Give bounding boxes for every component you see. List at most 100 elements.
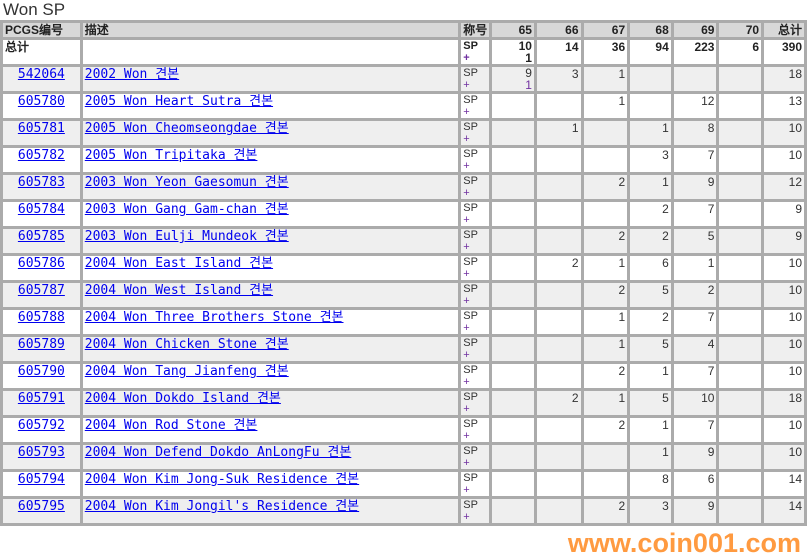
description-cell: 2004 Won Chicken Stone 견본 xyxy=(79,334,462,364)
count-g67: 2 xyxy=(580,226,631,256)
count-g67: 2 xyxy=(580,172,631,202)
pcgs-id-link[interactable]: 605787 xyxy=(17,283,65,299)
header-total: 总计 xyxy=(761,20,807,40)
description-cell: 2003 Won Eulji Mundeok 견본 xyxy=(79,226,462,256)
table-row: 605792 2004 Won Rod Stone 견본 SP +2 1 7 10 xyxy=(0,415,807,445)
sheet-title: Won SP xyxy=(3,0,66,19)
pcgs-id-link[interactable]: 605793 xyxy=(17,445,65,461)
count-g65 xyxy=(489,415,537,445)
header-66: 66 xyxy=(533,20,584,40)
description-cell: 2004 Won West Island 견본 xyxy=(79,280,462,310)
grade-text: SP xyxy=(463,40,478,53)
description-link[interactable]: 2003 Won Gang Gam-chan 견본 xyxy=(84,202,289,218)
count-g66 xyxy=(533,226,584,256)
description-link[interactable]: 2005 Won Cheomseongdae 견본 xyxy=(84,121,289,137)
count-g66 xyxy=(533,307,584,337)
count-g69: 7 xyxy=(670,361,720,391)
count-g67: 1 xyxy=(580,91,631,121)
pcgs-id-cell: 605783 xyxy=(0,172,83,202)
grade-plus: + xyxy=(463,322,470,334)
description-link[interactable]: 2003 Won Eulji Mundeok 견본 xyxy=(84,229,289,245)
count-g70 xyxy=(716,64,765,94)
description-link[interactable]: 2004 Won East Island 견본 xyxy=(84,256,274,272)
description-cell: 2004 Won Kim Jong-Suk Residence 견본 xyxy=(79,469,462,499)
description-link[interactable]: 2004 Won Kim Jong-Suk Residence 견본 xyxy=(84,472,360,488)
description-link[interactable]: 2004 Won Kim Jongil's Residence 견본 xyxy=(84,499,360,515)
count-g67 xyxy=(580,199,631,229)
description-link[interactable]: 2004 Won Tang Jianfeng 견본 xyxy=(84,364,289,380)
count-g66: 3 xyxy=(533,64,584,94)
count-g65 xyxy=(489,361,537,391)
table-row: 605789 2004 Won Chicken Stone 견본 SP +1 5 4 1… xyxy=(0,334,807,364)
pcgs-id-link[interactable]: 605786 xyxy=(17,256,65,272)
pcgs-id-link[interactable]: 605789 xyxy=(17,337,65,353)
description-link[interactable]: 2004 Won Three Brothers Stone 견본 xyxy=(84,310,344,326)
count-g70 xyxy=(716,118,765,148)
table-row: 605785 2003 Won Eulji Mundeok 견본 SP +2 2 5 9 xyxy=(0,226,807,256)
description-cell: 2004 Won Dokdo Island 견본 xyxy=(79,388,462,418)
pcgs-id-link[interactable]: 605794 xyxy=(17,472,65,488)
table-row: 605784 2003 Won Gang Gam-chan 견본 SP +2 7 9 xyxy=(0,199,807,229)
grade-cell: SP + xyxy=(458,91,493,121)
count-g67: 2 xyxy=(580,280,631,310)
count-total: 18 xyxy=(761,388,807,418)
count-total: 10 xyxy=(761,307,807,337)
count-g66 xyxy=(533,469,584,499)
pcgs-id-link[interactable]: 605784 xyxy=(17,202,65,218)
description-link[interactable]: 2005 Won Tripitaka 견본 xyxy=(84,148,258,164)
totals-desc xyxy=(79,37,462,67)
count-g69: 4 xyxy=(670,334,720,364)
count-g68: 1 xyxy=(627,361,674,391)
pcgs-id-link[interactable]: 605785 xyxy=(17,229,65,245)
description-link[interactable]: 2004 Won Defend Dokdo AnLongFu 견본 xyxy=(84,445,352,461)
count-g69: 10 xyxy=(670,388,720,418)
count-g68: 1 xyxy=(627,442,674,472)
description-link[interactable]: 2004 Won West Island 견본 xyxy=(84,283,274,299)
count-total: 10 xyxy=(761,361,807,391)
grade-plus: + xyxy=(463,133,470,145)
count-g70 xyxy=(716,415,765,445)
description-link[interactable]: 2003 Won Yeon Gaesomun 견본 xyxy=(84,175,289,191)
count-g68: 3 xyxy=(627,145,674,175)
count-g69: 7 xyxy=(670,145,720,175)
grade-plus: + xyxy=(463,484,470,496)
pcgs-id-link[interactable]: 542064 xyxy=(17,67,65,83)
description-link[interactable]: 2005 Won Heart Sutra 견본 xyxy=(84,94,274,110)
watermark: www.coin001.com xyxy=(567,528,801,558)
totals-grade: SP + xyxy=(458,37,493,67)
count-g67 xyxy=(580,469,631,499)
description-link[interactable]: 2004 Won Chicken Stone 견본 xyxy=(84,337,289,353)
pcgs-id-cell: 605782 xyxy=(0,145,83,175)
description-link[interactable]: 2002 Won 견본 xyxy=(84,67,180,83)
header-70: 70 xyxy=(716,20,765,40)
description-cell: 2005 Won Heart Sutra 견본 xyxy=(79,91,462,121)
totals-65: 10 1 xyxy=(489,37,537,67)
pcgs-id-link[interactable]: 605782 xyxy=(17,148,65,164)
count-total: 9 xyxy=(761,199,807,229)
pcgs-id-link[interactable]: 605790 xyxy=(17,364,65,380)
pcgs-id-link[interactable]: 605781 xyxy=(17,121,65,137)
pcgs-id-link[interactable]: 605792 xyxy=(17,418,65,434)
pcgs-id-link[interactable]: 605791 xyxy=(17,391,65,407)
grade-text: SP xyxy=(463,337,478,350)
pcgs-id-link[interactable]: 605783 xyxy=(17,175,65,191)
count-g65 xyxy=(489,172,537,202)
count-g70 xyxy=(716,442,765,472)
grade-plus: + xyxy=(463,106,470,118)
count-g65 xyxy=(489,469,537,499)
count-g69: 7 xyxy=(670,307,720,337)
count-total: 10 xyxy=(761,442,807,472)
pcgs-id-link[interactable]: 605788 xyxy=(17,310,65,326)
count-g70 xyxy=(716,199,765,229)
count-g65 xyxy=(489,280,537,310)
count-g67: 2 xyxy=(580,415,631,445)
grade-plus: + xyxy=(463,160,470,172)
description-link[interactable]: 2004 Won Rod Stone 견본 xyxy=(84,418,258,434)
pcgs-id-cell: 605786 xyxy=(0,253,83,283)
grade-cell: SP + xyxy=(458,253,493,283)
totals-69: 223 xyxy=(670,37,720,67)
pcgs-id-link[interactable]: 605780 xyxy=(17,94,65,110)
description-link[interactable]: 2004 Won Dokdo Island 견본 xyxy=(84,391,281,407)
pcgs-id-link[interactable]: 605795 xyxy=(17,499,65,515)
